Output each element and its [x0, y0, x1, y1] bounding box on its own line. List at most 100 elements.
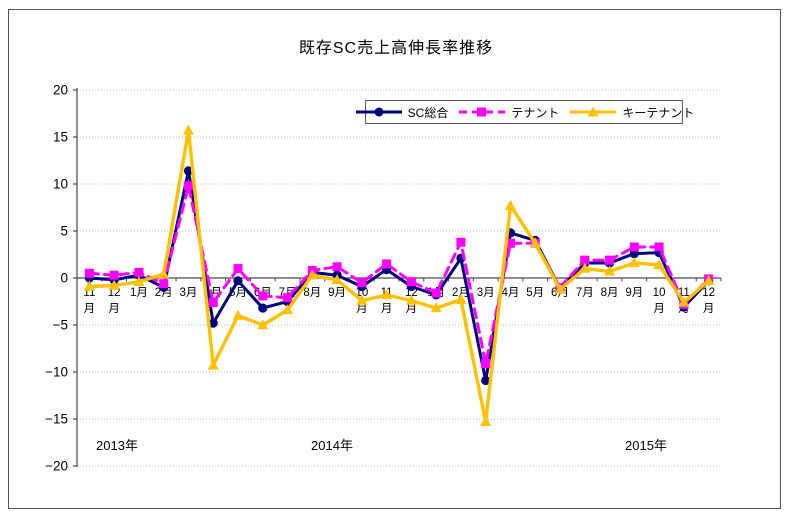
legend-label-tenant: テナント	[511, 105, 560, 120]
data-point	[331, 274, 343, 285]
line-triangle-marker-icon	[570, 106, 617, 117]
y-tick-label: −20	[45, 459, 68, 474]
legend-item-key-tenant: キーテナント	[568, 104, 694, 121]
data-point	[703, 275, 715, 286]
data-point	[158, 268, 170, 279]
x-tick-label: 9月	[625, 287, 643, 299]
legend: SC総合 テナント キーテナント	[355, 100, 694, 124]
x-tick-label: 12	[702, 287, 715, 299]
legend-label-sc-total: SC総合	[407, 105, 449, 120]
data-point	[83, 280, 95, 291]
data-point	[133, 275, 145, 286]
x-tick-label: 3月	[477, 287, 495, 299]
y-tick-label: 20	[53, 83, 68, 98]
line-circle-marker-icon	[355, 107, 402, 117]
year-labels: 2013年 2014年 2015年	[96, 438, 667, 453]
data-point	[481, 375, 491, 386]
data-point	[232, 309, 244, 320]
legend-label-key-tenant: キーテナント	[622, 105, 695, 120]
y-tick-label: −15	[45, 412, 68, 427]
chart-outer-border	[8, 9, 781, 509]
data-point	[604, 265, 616, 276]
y-axis: 20 15 10 5 0 −5 −10 −15 −20	[45, 83, 78, 474]
x-tick-label: 2月	[155, 287, 173, 299]
data-point	[480, 416, 492, 427]
data-point	[233, 276, 243, 286]
year-label: 2015年	[625, 438, 667, 453]
data-point	[84, 268, 94, 278]
y-tick-label: 10	[53, 177, 68, 192]
data-point	[183, 181, 193, 191]
y-tick-label: 5	[60, 224, 68, 239]
data-point	[356, 294, 368, 305]
series-0-circle	[84, 166, 714, 386]
data-point	[580, 255, 590, 265]
chart-title: 既存SC売上高伸長率推移	[298, 40, 494, 57]
legend-item-sc-total: SC総合	[354, 104, 449, 121]
x-tick-labels: 11月12月1月2月3月4月5月6月7月8月9月10月11月12月1月2月3月4…	[83, 287, 715, 315]
x-tick-label: 8月	[303, 287, 321, 299]
data-point	[406, 277, 416, 287]
data-point	[678, 296, 690, 307]
x-tick-label: 12	[405, 287, 418, 299]
legend-item-tenant: テナント	[457, 104, 559, 121]
x-tick-label: 9月	[328, 287, 346, 299]
data-point	[529, 237, 541, 248]
x-tick-label: 4月	[502, 287, 520, 299]
year-label: 2013年	[96, 438, 138, 453]
y-tick-label: −5	[53, 318, 68, 333]
dashed-line-square-marker-icon	[459, 107, 506, 117]
series-1-square	[84, 181, 714, 369]
data-point	[183, 166, 194, 176]
data-point	[654, 242, 664, 252]
x-tick-label: 月	[356, 303, 368, 315]
x-tick-label: 12	[108, 287, 121, 299]
data-point	[159, 279, 169, 289]
data-point	[381, 289, 393, 300]
data-point	[455, 293, 467, 304]
data-point	[431, 288, 441, 298]
data-point	[504, 199, 516, 210]
x-tick-label: 11	[678, 287, 690, 299]
x-tick-label: 月	[703, 303, 715, 315]
data-point	[283, 293, 293, 303]
data-point	[109, 270, 119, 280]
x-tick-label: 月	[84, 303, 96, 315]
x-tick-label: 月	[381, 303, 393, 315]
data-point	[357, 278, 367, 288]
data-point	[257, 319, 269, 330]
data-point	[332, 262, 342, 272]
y-tick-label: 15	[53, 130, 68, 145]
data-point	[653, 259, 665, 270]
x-tick-label: 11	[83, 287, 95, 299]
data-point	[233, 264, 243, 274]
data-point	[554, 283, 566, 294]
data-point	[208, 318, 218, 328]
data-point	[629, 242, 639, 252]
x-tick-label: 5月	[526, 287, 544, 299]
data-point	[579, 262, 591, 273]
y-tick-label: −10	[45, 365, 68, 380]
data-point	[134, 267, 144, 277]
x-tick-label: 月	[108, 303, 120, 315]
x-tick-label: 月	[653, 303, 665, 315]
data-point	[382, 259, 392, 269]
data-point	[505, 238, 515, 248]
data-point	[182, 124, 194, 135]
series-2-triangle	[83, 124, 715, 427]
x-tick-label: 1月	[130, 287, 148, 299]
data-point	[430, 302, 442, 313]
data-point	[306, 269, 318, 280]
gridlines	[77, 89, 721, 467]
data-point	[258, 303, 268, 313]
x-tick-label: 3月	[180, 287, 198, 299]
data-point	[481, 359, 491, 369]
data-point	[456, 237, 466, 247]
x-tick-label: 7月	[576, 287, 594, 299]
x-tick-label: 2月	[452, 287, 470, 299]
data-point	[628, 257, 640, 268]
data-point	[282, 304, 294, 315]
data-point	[405, 294, 417, 305]
